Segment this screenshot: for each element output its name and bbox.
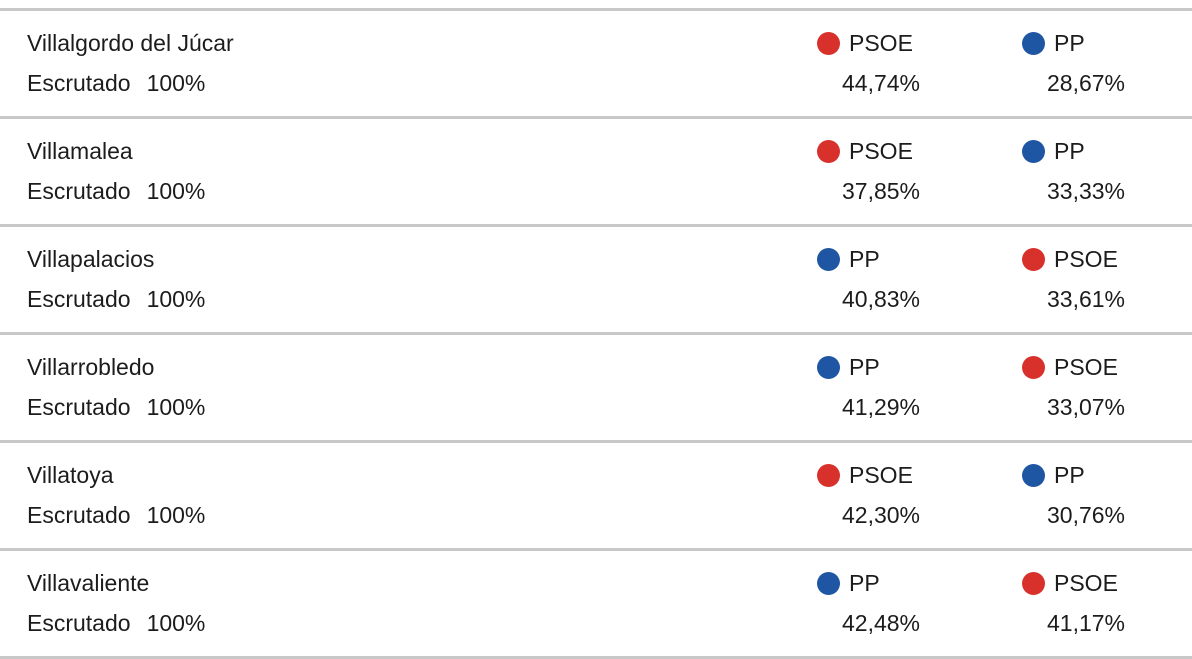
party-name: PSOE (1054, 246, 1118, 272)
party-color-dot-icon (817, 356, 840, 379)
scrutiny-status: Escrutado 100% (27, 607, 205, 639)
party-color-dot-icon (1022, 464, 1045, 487)
party-percentage: 33,61% (1047, 286, 1126, 312)
party-color-dot-icon (817, 248, 840, 271)
party-color-dot-icon (817, 572, 840, 595)
result-row[interactable]: Villapalacios Escrutado 100% PP 40,83% PS… (0, 224, 1192, 332)
scrutiny-label: Escrutado (27, 610, 131, 636)
party-name: PSOE (849, 462, 913, 488)
party-percentage: 30,76% (1047, 502, 1126, 528)
scrutiny-status: Escrutado 100% (27, 391, 205, 423)
scrutiny-status: Escrutado 100% (27, 499, 205, 531)
result-row[interactable]: Villarrobledo Escrutado 100% PP 41,29% PS… (0, 332, 1192, 440)
party-percentage: 37,85% (842, 178, 921, 204)
party-percentage: 41,17% (1047, 610, 1126, 636)
party-result-second: PSOE 41,17% (1022, 567, 1192, 639)
party-name: PP (1054, 30, 1085, 56)
scrutiny-label: Escrutado (27, 286, 131, 312)
party-name: PSOE (849, 30, 913, 56)
scrutiny-status: Escrutado 100% (27, 67, 205, 99)
party-name: PSOE (1054, 354, 1118, 380)
scrutiny-label: Escrutado (27, 394, 131, 420)
party-percentage: 42,30% (842, 502, 921, 528)
party-percentage: 41,29% (842, 394, 921, 420)
party-name: PP (1054, 462, 1085, 488)
party-percentage: 33,07% (1047, 394, 1126, 420)
scrutiny-label: Escrutado (27, 502, 131, 528)
result-row[interactable]: Villalgordo del Júcar Escrutado 100% PSOE… (0, 8, 1192, 116)
scrutiny-percentage: 100% (146, 286, 206, 312)
result-row[interactable]: Villavaliente Escrutado 100% PP 42,48% PS… (0, 548, 1192, 659)
party-result-first: PP 42,48% (817, 567, 1017, 639)
party-name: PP (849, 246, 880, 272)
party-color-dot-icon (1022, 248, 1045, 271)
scrutiny-percentage: 100% (146, 178, 206, 204)
municipality-name[interactable]: Villapalacios (27, 246, 155, 272)
party-color-dot-icon (1022, 32, 1045, 55)
party-percentage: 44,74% (842, 70, 921, 96)
municipality-name[interactable]: Villavaliente (27, 570, 150, 596)
result-row[interactable]: Villamalea Escrutado 100% PSOE 37,85% PP … (0, 116, 1192, 224)
party-result-second: PP 30,76% (1022, 459, 1192, 531)
party-result-second: PSOE 33,61% (1022, 243, 1192, 315)
party-percentage: 42,48% (842, 610, 921, 636)
party-percentage: 28,67% (1047, 70, 1126, 96)
municipality-name[interactable]: Villarrobledo (27, 354, 155, 380)
party-name: PP (1054, 138, 1085, 164)
municipality-name[interactable]: Villatoya (27, 462, 114, 488)
party-name: PSOE (849, 138, 913, 164)
party-result-first: PSOE 42,30% (817, 459, 1017, 531)
party-color-dot-icon (817, 140, 840, 163)
scrutiny-percentage: 100% (146, 502, 206, 528)
scrutiny-percentage: 100% (146, 394, 206, 420)
party-percentage: 33,33% (1047, 178, 1126, 204)
scrutiny-percentage: 100% (146, 70, 206, 96)
party-color-dot-icon (1022, 572, 1045, 595)
scrutiny-status: Escrutado 100% (27, 283, 205, 315)
party-color-dot-icon (817, 464, 840, 487)
party-result-second: PSOE 33,07% (1022, 351, 1192, 423)
scrutiny-label: Escrutado (27, 178, 131, 204)
party-result-first: PSOE 37,85% (817, 135, 1017, 207)
party-name: PSOE (1054, 570, 1118, 596)
party-name: PP (849, 354, 880, 380)
party-result-first: PP 41,29% (817, 351, 1017, 423)
result-row[interactable]: Villatoya Escrutado 100% PSOE 42,30% PP 3… (0, 440, 1192, 548)
party-result-first: PP 40,83% (817, 243, 1017, 315)
municipality-name[interactable]: Villamalea (27, 138, 133, 164)
municipality-name[interactable]: Villalgordo del Júcar (27, 30, 234, 56)
party-color-dot-icon (1022, 356, 1045, 379)
party-result-second: PP 28,67% (1022, 27, 1192, 99)
scrutiny-status: Escrutado 100% (27, 175, 205, 207)
party-name: PP (849, 570, 880, 596)
scrutiny-percentage: 100% (146, 610, 206, 636)
party-color-dot-icon (817, 32, 840, 55)
scrutiny-label: Escrutado (27, 70, 131, 96)
party-result-first: PSOE 44,74% (817, 27, 1017, 99)
party-percentage: 40,83% (842, 286, 921, 312)
party-result-second: PP 33,33% (1022, 135, 1192, 207)
party-color-dot-icon (1022, 140, 1045, 163)
